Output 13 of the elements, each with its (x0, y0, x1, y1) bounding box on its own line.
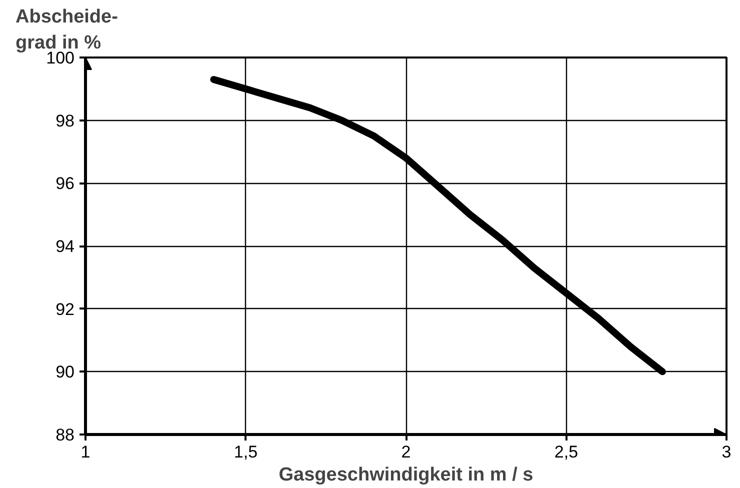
y-tick-label: 98 (56, 111, 75, 130)
x-axis-title: Gasgeschwindigkeit in m / s (278, 464, 534, 486)
x-tick-label: 2,5 (554, 442, 578, 462)
y-tick-label: 92 (56, 300, 75, 319)
x-tick-label: 1,5 (234, 442, 258, 462)
y-tick-label: 96 (56, 174, 75, 194)
y-tick-label: 94 (56, 237, 75, 256)
y-tick-label: 100 (46, 48, 75, 68)
y-tick-label: 88 (56, 426, 75, 444)
y-tick-label: 90 (56, 362, 75, 382)
x-tick-label: 2 (401, 442, 411, 462)
x-tick-label: 3 (722, 442, 732, 462)
x-tick-label: 1 (80, 442, 90, 462)
